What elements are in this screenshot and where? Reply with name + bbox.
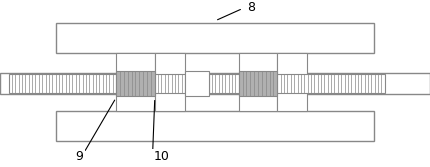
Text: 9: 9 bbox=[76, 150, 83, 163]
Bar bbox=[56, 23, 374, 53]
Bar bbox=[9, 74, 116, 93]
Bar bbox=[116, 53, 155, 111]
Bar bbox=[277, 74, 385, 93]
Bar bbox=[209, 74, 239, 93]
Text: 10: 10 bbox=[154, 150, 169, 163]
Bar bbox=[0, 73, 430, 94]
Bar bbox=[116, 71, 155, 96]
Text: 8: 8 bbox=[248, 1, 255, 14]
Bar bbox=[56, 111, 374, 141]
Bar bbox=[277, 53, 307, 111]
Bar bbox=[239, 71, 277, 96]
Bar bbox=[155, 74, 185, 93]
Bar bbox=[155, 53, 185, 111]
Bar bbox=[185, 71, 209, 96]
Bar bbox=[239, 53, 277, 111]
